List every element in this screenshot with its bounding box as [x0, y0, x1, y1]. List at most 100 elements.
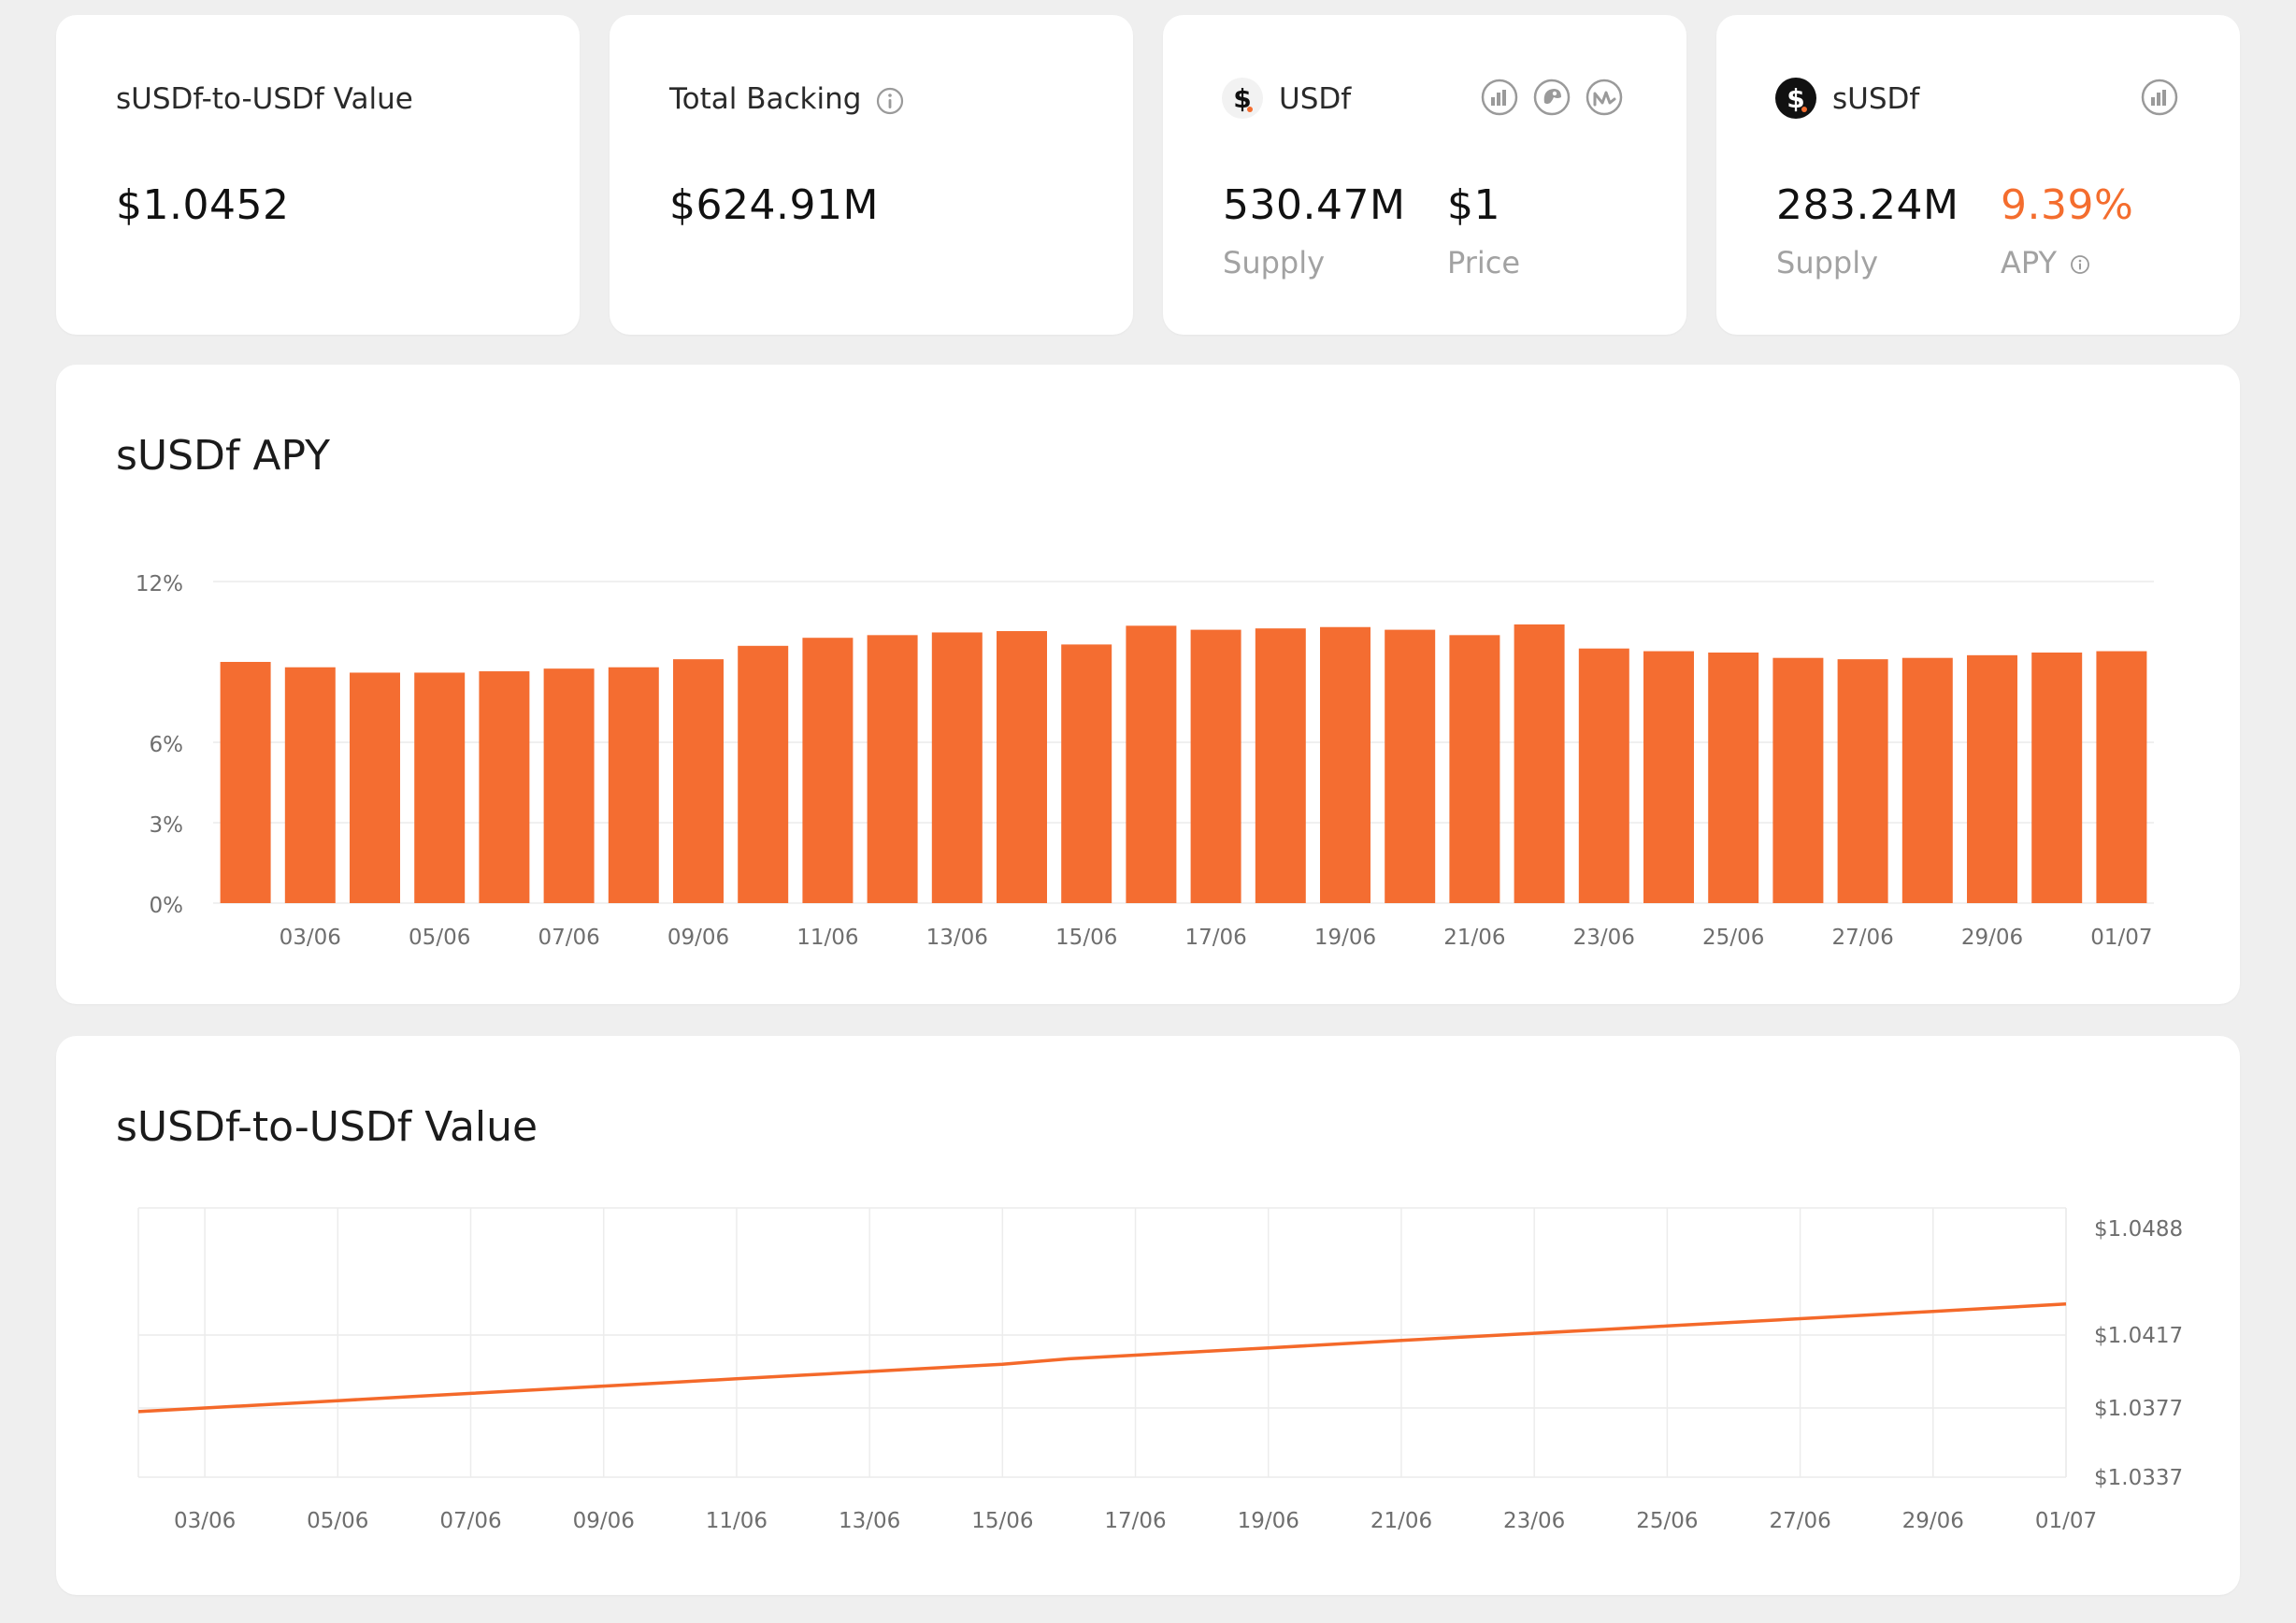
apy-chart-title: sUSDf APY: [116, 432, 330, 480]
apy-bar: [608, 667, 659, 903]
apy-x-tick-label: 09/06: [667, 926, 729, 950]
value-x-tick-label: 25/06: [1636, 1509, 1698, 1533]
value-x-tick-label: 05/06: [307, 1509, 368, 1533]
apy-bar: [1643, 651, 1694, 903]
apy-x-tick-label: 19/06: [1314, 926, 1376, 950]
apy-bar: [1061, 644, 1112, 903]
value-chart-title: sUSDf-to-USDf Value: [116, 1103, 538, 1151]
susdf-supply-value: 283.24M: [1776, 181, 1959, 229]
apy-x-tick-label: 23/06: [1573, 926, 1635, 950]
backing-value: $624.91M: [669, 181, 879, 229]
value-x-tick-label: 03/06: [174, 1509, 236, 1533]
value-x-tick-label: 09/06: [573, 1509, 635, 1533]
apy-x-tick-label: 01/07: [2090, 926, 2152, 950]
apy-bar: [673, 659, 724, 903]
value-series-line: [137, 1302, 2067, 1414]
apy-x-tick-label: 11/06: [796, 926, 858, 950]
susdf-supply-label: Supply: [1776, 245, 1879, 280]
value-x-tick-label: 13/06: [839, 1509, 900, 1533]
info-icon[interactable]: [2070, 254, 2090, 275]
apy-bar: [2031, 652, 2083, 903]
value-x-tick-label: 23/06: [1503, 1509, 1565, 1533]
apy-x-tick-label: 05/06: [409, 926, 470, 950]
value-x-tick-label: 15/06: [971, 1509, 1033, 1533]
apy-bar: [284, 667, 336, 903]
apy-x-tick-label: 07/06: [538, 926, 599, 950]
apy-bar: [220, 662, 271, 903]
susdf-card: $ sUSDf 283.24M Supply 9.39% APY: [1716, 15, 2240, 335]
apy-bar: [1967, 654, 2017, 903]
apy-bar: [931, 632, 983, 903]
svg-text:$: $: [1787, 83, 1804, 114]
apy-x-tick-label: 03/06: [280, 926, 341, 950]
info-icon[interactable]: [875, 86, 905, 116]
backing-card: Total Backing $624.91M: [610, 15, 1133, 335]
apy-bar: [1190, 629, 1241, 903]
defillama-icon[interactable]: [2141, 79, 2178, 116]
apy-bar: [1578, 648, 1629, 903]
ratio-card: sUSDf-to-USDf Value $1.0452: [56, 15, 580, 335]
apy-x-tick-label: 25/06: [1702, 926, 1764, 950]
apy-bar: [1255, 628, 1306, 903]
value-x-tick-label: 11/06: [706, 1509, 768, 1533]
value-x-tick-label: 17/06: [1104, 1509, 1166, 1533]
apy-bar: [1385, 629, 1436, 903]
apy-x-tick-label: 27/06: [1831, 926, 1893, 950]
apy-bar: [350, 672, 400, 903]
usdf-price-value: $1: [1447, 181, 1500, 229]
apy-bar: [1449, 635, 1500, 903]
apy-bar: [802, 638, 854, 903]
value-x-tick-label: 29/06: [1902, 1509, 1964, 1533]
value-x-tick-label: 21/06: [1370, 1509, 1432, 1533]
apy-bar: [543, 668, 595, 903]
svg-text:$: $: [1233, 83, 1251, 114]
apy-bar: [1126, 625, 1177, 903]
apy-x-tick-label: 15/06: [1055, 926, 1117, 950]
apy-bar: [1837, 659, 1888, 903]
value-y-tick-label: $1.0377: [2094, 1397, 2183, 1421]
apy-y-tick-label: 12%: [136, 572, 183, 596]
ratio-value: $1.0452: [116, 181, 290, 229]
defillama-icon[interactable]: [1481, 79, 1518, 116]
coingecko-icon[interactable]: [1533, 79, 1571, 116]
apy-bar-chart: 12% 6% 3% 0% 03/06 05/06 07/06 09/06 11/06 13/06 1…: [136, 572, 2154, 950]
value-y-tick-label: $1.0488: [2094, 1217, 2183, 1242]
apy-bar: [479, 671, 530, 903]
apy-bar: [414, 672, 466, 903]
apy-x-tick-label: 13/06: [926, 926, 988, 950]
dollar-token-icon: $: [1775, 78, 1816, 119]
dollar-token-icon: $: [1222, 78, 1263, 119]
apy-x-tick-label: 21/06: [1443, 926, 1505, 950]
apy-x-tick-label: 29/06: [1961, 926, 2023, 950]
apy-y-tick-label: 3%: [150, 813, 184, 838]
apy-y-tick-label: 0%: [150, 894, 184, 918]
usdf-card: $ USDf 530.47M Supply $1 Price: [1163, 15, 1686, 335]
susdf-apy-value: 9.39%: [2001, 181, 2134, 229]
value-x-tick-label: 07/06: [439, 1509, 501, 1533]
coinmarketcap-icon[interactable]: [1586, 79, 1623, 116]
susdf-apy-label: APY: [2001, 245, 2090, 280]
apy-bar: [997, 631, 1047, 903]
apy-bar: [1514, 624, 1565, 903]
apy-chart-card: sUSDf APY 12% 6% 3% 0% 03/06 05/06 07/06 09/06 1…: [56, 365, 2240, 1004]
value-y-tick-label: $1.0337: [2094, 1466, 2183, 1490]
apy-bar: [867, 635, 918, 903]
usdf-supply-value: 530.47M: [1223, 181, 1406, 229]
value-y-tick-label: $1.0417: [2094, 1324, 2183, 1348]
apy-x-tick-label: 17/06: [1184, 926, 1246, 950]
value-x-tick-label: 01/07: [2035, 1509, 2097, 1533]
apy-bar: [2096, 651, 2147, 903]
apy-bar: [738, 645, 789, 903]
value-line-chart: $1.0488 $1.0417 $1.0377 $1.0337 03/06 05/06 07…: [137, 1207, 2183, 1533]
susdf-name: sUSDf: [1832, 82, 1920, 116]
backing-label: Total Backing: [669, 82, 862, 116]
usdf-name: USDf: [1279, 82, 1352, 116]
apy-bar: [1772, 657, 1824, 903]
apy-bar: [1901, 657, 1953, 903]
apy-y-tick-label: 6%: [150, 733, 184, 757]
value-x-tick-label: 19/06: [1238, 1509, 1299, 1533]
apy-bar: [1708, 652, 1759, 903]
apy-bar: [1320, 626, 1370, 903]
susdf-apy-label-text: APY: [2001, 245, 2058, 280]
value-chart-card: sUSDf-to-USDf Value $1.0488 $1.0417 $1.037…: [56, 1036, 2240, 1595]
